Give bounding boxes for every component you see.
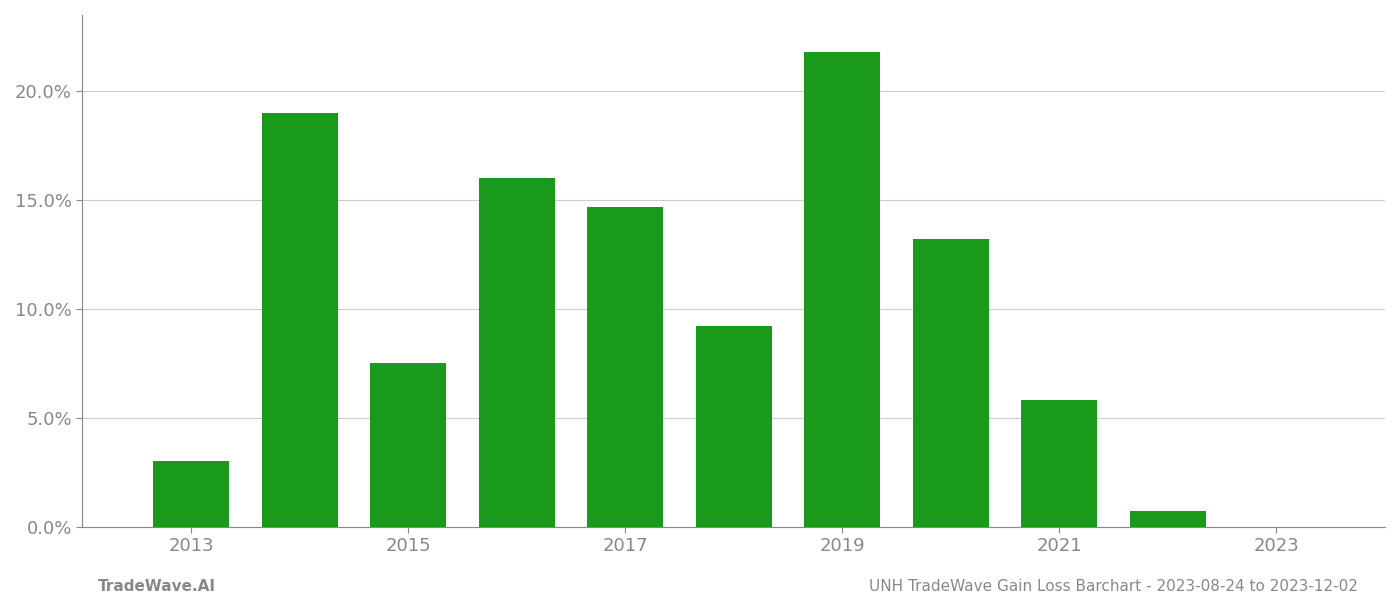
Text: UNH TradeWave Gain Loss Barchart - 2023-08-24 to 2023-12-02: UNH TradeWave Gain Loss Barchart - 2023-… <box>869 579 1358 594</box>
Bar <box>696 326 771 527</box>
Text: TradeWave.AI: TradeWave.AI <box>98 579 216 594</box>
Bar <box>153 461 230 527</box>
Bar <box>913 239 988 527</box>
Bar <box>1130 511 1205 527</box>
Bar <box>262 113 337 527</box>
Bar <box>370 364 447 527</box>
Bar <box>1022 400 1098 527</box>
Bar <box>479 178 554 527</box>
Bar <box>587 206 664 527</box>
Bar <box>804 52 881 527</box>
